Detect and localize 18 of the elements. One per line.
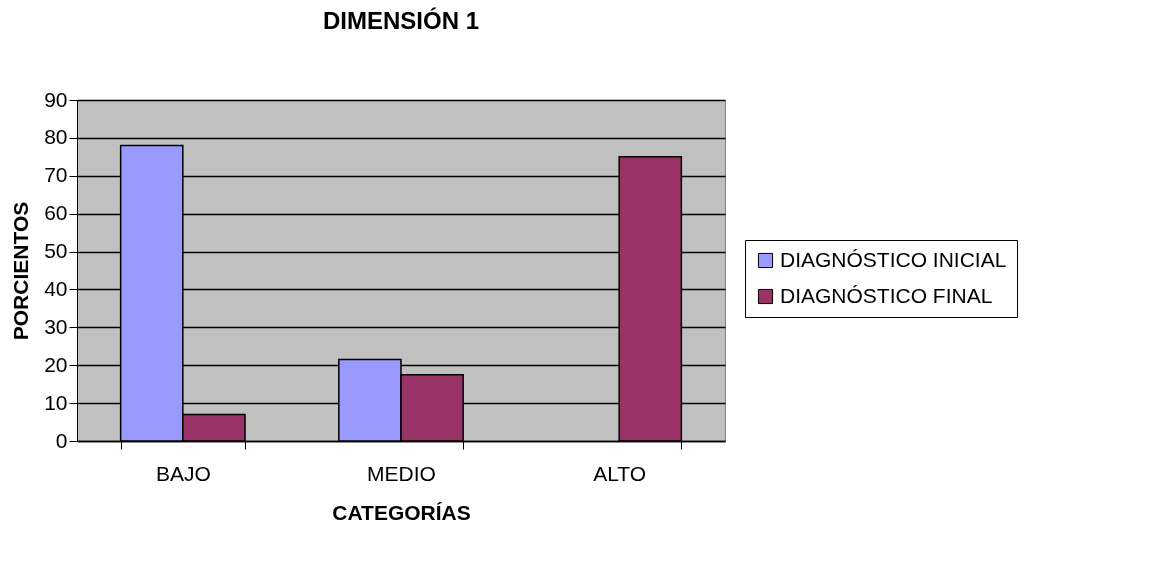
chart-title: DIMENSIÓN 1 <box>322 7 480 34</box>
legend-label: DIAGNÓSTICO INICIAL <box>780 247 1007 271</box>
y-tick-label: 10 <box>44 390 68 414</box>
x-axis-title: CATEGORÍAS <box>332 500 471 524</box>
y-axis-title: PORCIENTOS <box>9 201 33 341</box>
y-tick-label: 30 <box>44 314 68 338</box>
y-tick-label: 50 <box>44 239 68 263</box>
y-tick-label: 20 <box>44 352 68 376</box>
y-tick-label: 80 <box>44 125 68 149</box>
y-tick-label: 40 <box>44 276 68 300</box>
y-tick-label: 60 <box>44 201 68 225</box>
y-tick-label: 90 <box>44 87 68 111</box>
legend-label: DIAGNÓSTICO FINAL <box>780 283 993 307</box>
x-tick-label: BAJO <box>155 461 211 485</box>
x-tick-label: MEDIO <box>367 461 436 485</box>
x-tick-label: ALTO <box>593 461 647 485</box>
y-tick-label: 70 <box>44 163 68 187</box>
y-tick-label: 0 <box>55 428 68 452</box>
